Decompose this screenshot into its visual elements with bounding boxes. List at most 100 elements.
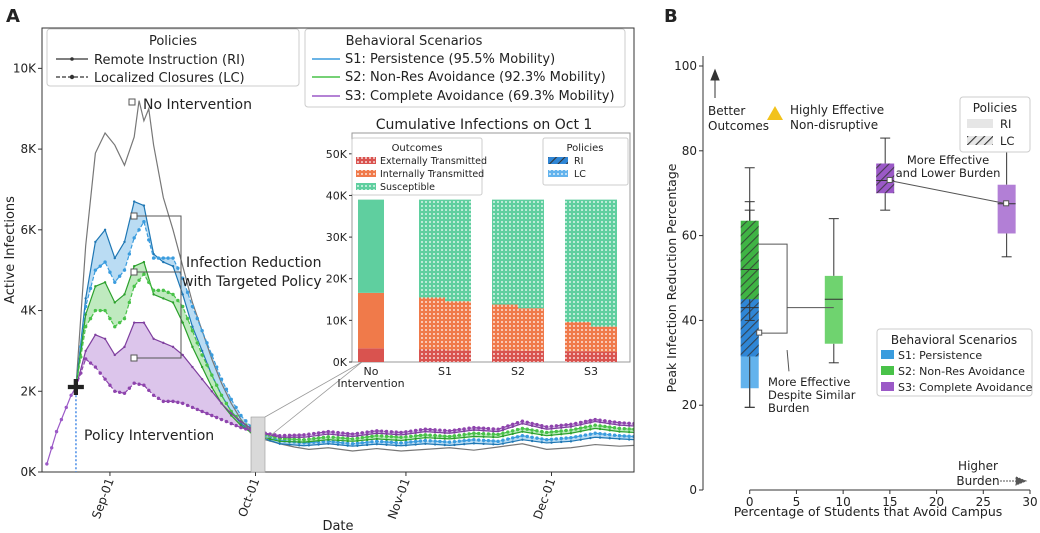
- series-point: [79, 371, 83, 375]
- series-point: [200, 349, 204, 353]
- series-point: [142, 204, 146, 207]
- series-point: [588, 418, 593, 423]
- inset-ytick-label: 20K: [326, 273, 348, 286]
- series-point: [409, 429, 413, 433]
- no-intervention-marker: [128, 98, 136, 106]
- series-point: [321, 435, 326, 440]
- series-point: [549, 424, 554, 429]
- legend-scenarios: Behavioral Scenarios S1: Persistence (95…: [304, 28, 626, 108]
- series-point: [486, 438, 491, 443]
- connector-s3: [889, 179, 1007, 205]
- highly-effective-label-1: Highly Effective: [790, 103, 884, 117]
- series-point: [452, 428, 457, 432]
- outcomes-title: Outcomes: [392, 143, 443, 154]
- series-point: [321, 430, 326, 434]
- series-point: [244, 419, 248, 423]
- inset-bar-susceptible: [358, 199, 384, 293]
- series-point: [525, 427, 529, 431]
- series-point: [176, 298, 180, 303]
- series-point: [127, 252, 132, 256]
- pre-intervention-line: [46, 386, 77, 465]
- series-point: [510, 436, 515, 440]
- inset-bar-texture: [445, 199, 471, 302]
- outcome-susceptible: Susceptible: [380, 182, 435, 193]
- series-point: [385, 438, 388, 441]
- series-point: [472, 425, 476, 430]
- series-point: [171, 264, 175, 268]
- series-point: [414, 431, 417, 435]
- series-point: [452, 434, 457, 438]
- series-point: [302, 433, 306, 437]
- inset-bar-texture: [445, 301, 471, 351]
- series-point: [384, 429, 389, 434]
- series-point: [486, 426, 491, 431]
- policy-intervention-label: Policy Intervention: [84, 428, 214, 444]
- series-point: [395, 438, 398, 442]
- series-point: [569, 435, 573, 440]
- series-point: [492, 430, 495, 433]
- b-policy-ri: RI: [1000, 117, 1011, 131]
- better-outcomes-label-1: Better: [708, 104, 745, 118]
- series-point: [379, 429, 384, 433]
- series-point: [327, 442, 330, 445]
- b-ytick-label: 40: [682, 313, 697, 327]
- series-point: [598, 436, 602, 439]
- bracket-despite-burden: [758, 243, 834, 334]
- series-point: [617, 426, 622, 431]
- series-point: [627, 427, 631, 431]
- series-point: [210, 390, 214, 393]
- b-legend-scenarios: Behavioral Scenarios S1: Persistence S2:…: [876, 328, 1033, 397]
- series-point: [166, 399, 170, 404]
- series-point: [414, 443, 417, 446]
- series-point: [108, 270, 112, 274]
- series-point: [84, 297, 87, 300]
- panel-label-a: A: [6, 6, 20, 27]
- series-point: [443, 440, 447, 444]
- series-point: [365, 430, 369, 434]
- series-point: [496, 439, 500, 444]
- inset-bar-external: [358, 348, 384, 362]
- series-point: [151, 288, 156, 293]
- series-point: [428, 439, 432, 443]
- inset-bar-internal: [358, 292, 384, 349]
- series-point: [404, 440, 408, 445]
- b-scenario-s2: S2: Non-Res Avoidance: [898, 365, 1025, 378]
- series-point: [593, 431, 597, 435]
- series-point: [544, 438, 549, 442]
- series-point: [312, 436, 316, 441]
- series-point: [142, 272, 146, 276]
- series-point: [142, 321, 146, 324]
- series-point: [108, 316, 112, 321]
- series-point: [603, 419, 607, 423]
- series-point: [161, 288, 166, 293]
- series-point: [379, 439, 384, 444]
- series-point: [230, 412, 233, 415]
- a-ytick-label: 8K: [20, 142, 37, 156]
- a-ytick-label: 10K: [13, 61, 37, 75]
- series-point: [278, 442, 281, 445]
- series-point: [530, 432, 534, 435]
- series-point: [224, 387, 229, 391]
- series-point: [554, 437, 559, 441]
- series-point: [492, 443, 495, 446]
- series-point: [447, 440, 452, 444]
- inset-xtick-label: S2: [511, 365, 525, 378]
- series-point: [181, 321, 184, 324]
- series-point: [103, 377, 107, 381]
- series-point: [443, 428, 447, 433]
- series-point: [544, 425, 549, 429]
- legend-policy-ri: Remote Instruction (RI): [94, 53, 245, 68]
- series-point: [544, 430, 549, 435]
- series-point: [525, 434, 529, 439]
- series-point: [530, 428, 534, 432]
- series-point: [525, 420, 529, 424]
- a-ytick-label: 2K: [20, 384, 37, 398]
- series-point: [152, 337, 155, 340]
- series-point: [564, 423, 568, 427]
- series-point: [491, 432, 495, 436]
- inset-bar-texture: [518, 308, 544, 351]
- series-point: [549, 437, 554, 442]
- series-point: [230, 414, 233, 417]
- inset-chart: Cumulative Infections on Oct 1 0K 10K 20K 3…: [326, 117, 631, 390]
